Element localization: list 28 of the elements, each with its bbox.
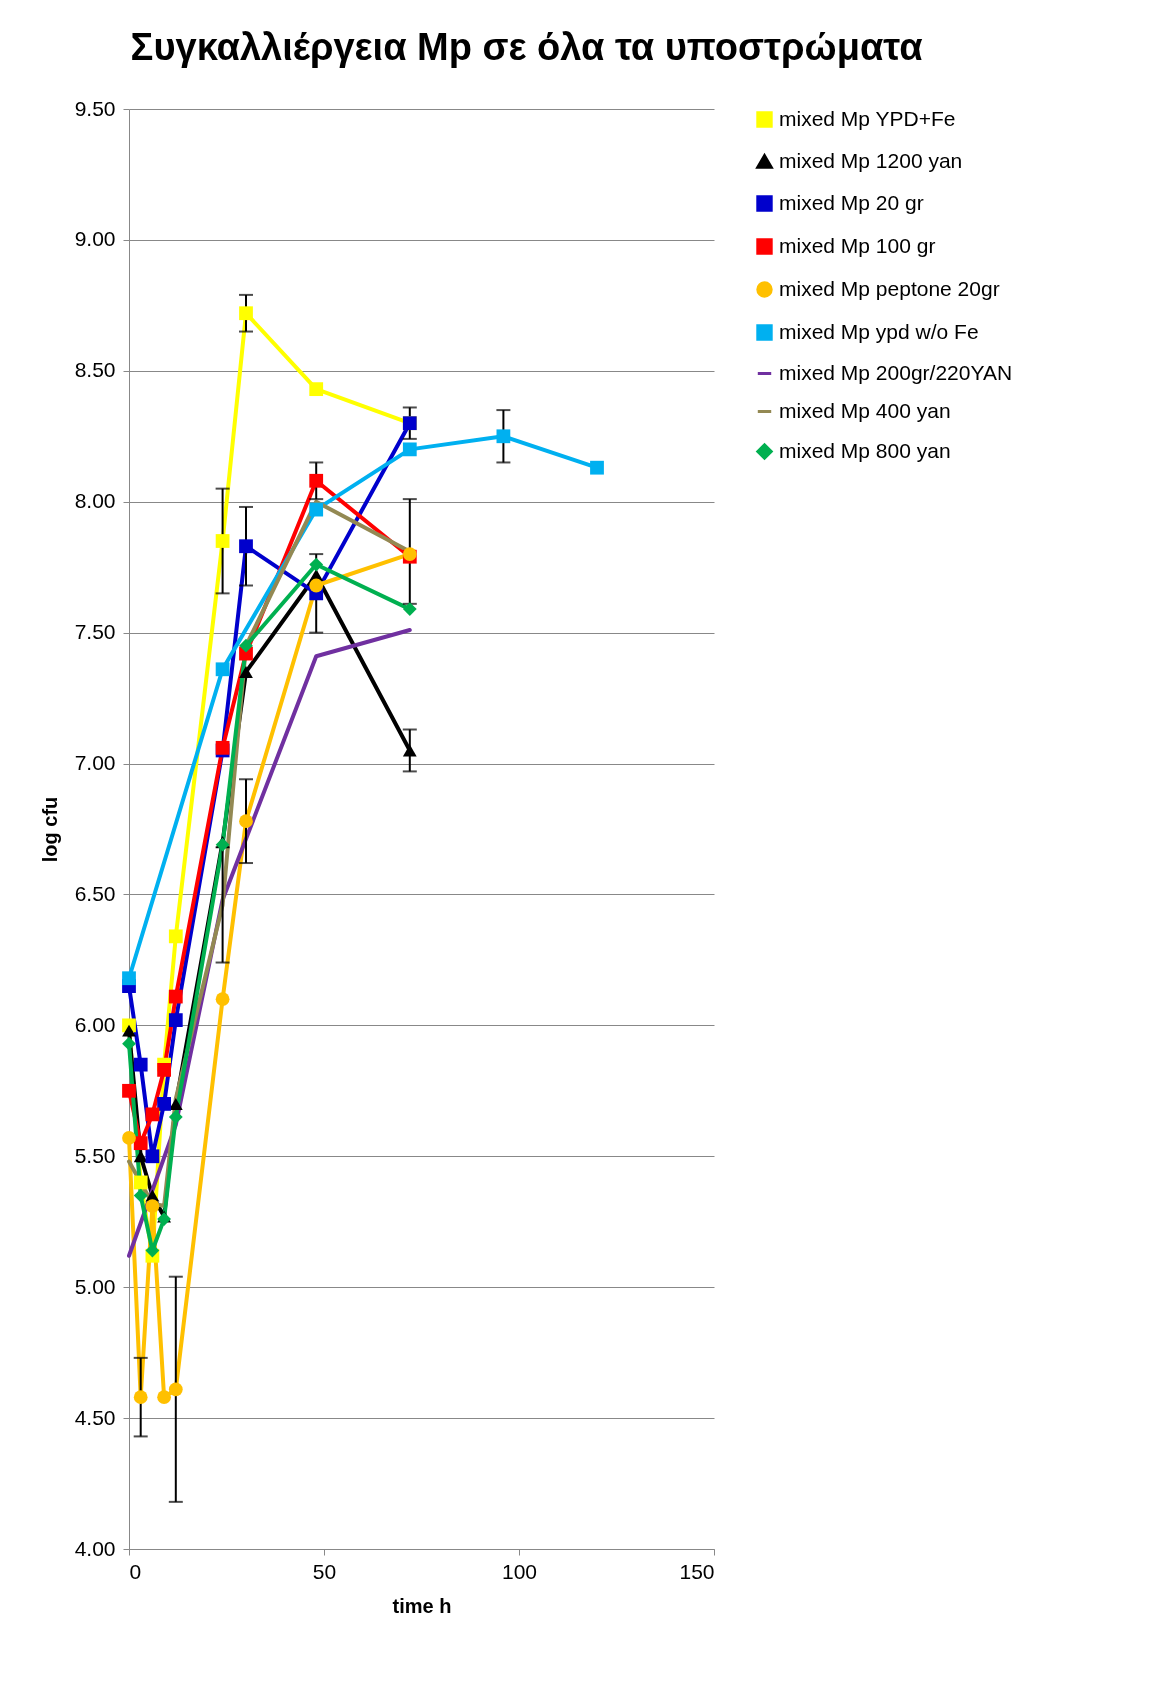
chart-title: Συγκαλλιέργεια Mp σε όλα τα υποστρώματα: [130, 26, 923, 68]
y-axis-title: log cfu: [38, 796, 61, 863]
legend-label: mixed Mp 200gr/220YAN: [779, 360, 1013, 384]
legend-label: mixed Mp 1200 yan: [779, 148, 963, 172]
legend-label: mixed Mp peptone 20gr: [779, 276, 1000, 300]
x-tick-label: 150: [679, 1559, 715, 1583]
y-tick-label: 9.50: [74, 96, 116, 120]
y-tick-label: 5.50: [74, 1143, 116, 1167]
y-tick-label: 8.50: [74, 358, 116, 382]
y-tick-label: 7.00: [74, 751, 116, 775]
legend-label: mixed Mp 20 gr: [779, 190, 924, 214]
y-tick-label: 7.50: [74, 620, 116, 644]
y-tick-label: 6.00: [74, 1012, 116, 1036]
y-tick-label: 4.00: [74, 1536, 116, 1560]
x-tick-label: 100: [501, 1559, 538, 1583]
y-tick-label: 5.00: [74, 1274, 116, 1298]
legend-label: mixed Mp 100 gr: [779, 233, 936, 257]
y-tick-label: 9.00: [74, 227, 116, 251]
y-tick-label: 4.50: [74, 1405, 116, 1429]
y-tick-label: 8.00: [74, 489, 116, 513]
legend-label: mixed Mp 400 yan: [779, 398, 951, 422]
x-tick-label: 0: [129, 1559, 142, 1583]
legend-label: mixed Mp ypd w/o Fe: [779, 319, 979, 343]
x-axis-title: time h: [392, 1594, 452, 1617]
x-tick-label: 50: [312, 1559, 337, 1583]
legend-label: mixed Mp 800 yan: [779, 438, 951, 462]
y-tick-label: 6.50: [74, 881, 116, 905]
legend-label: mixed Mp YPD+Fe: [779, 106, 956, 130]
